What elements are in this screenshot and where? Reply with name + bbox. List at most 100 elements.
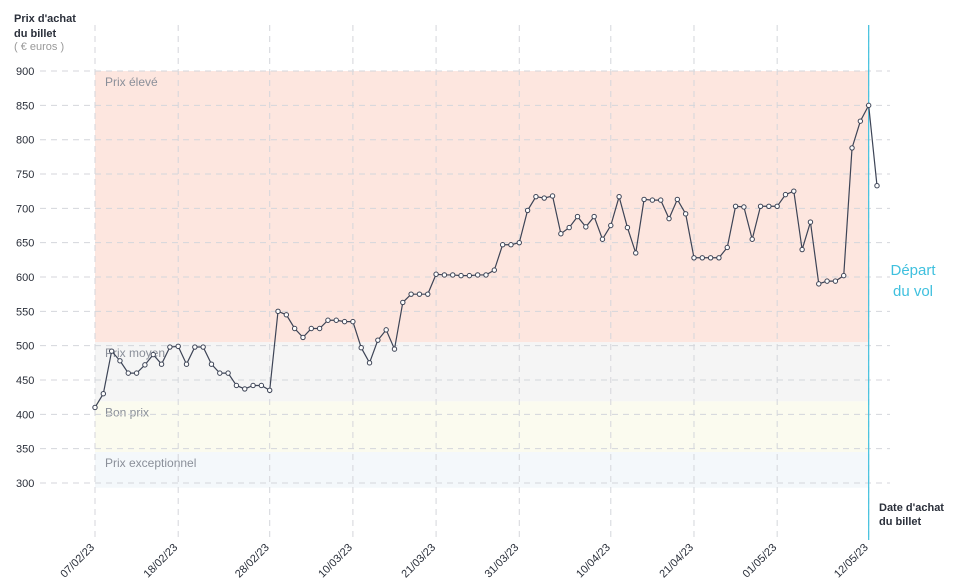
- y-tick-label: 500: [16, 341, 34, 353]
- x-tick-label: 18/02/23: [142, 542, 181, 581]
- y-tick-label: 750: [16, 169, 34, 181]
- point: [233, 382, 240, 389]
- point: [682, 211, 689, 217]
- x-tick-label: 10/04/23: [574, 542, 613, 581]
- zone-label: Prix moyen: [105, 346, 165, 360]
- departure-label: Départ: [890, 262, 936, 279]
- point: [832, 278, 839, 284]
- point: [524, 207, 531, 214]
- point: [533, 193, 539, 200]
- point: [558, 231, 564, 237]
- point: [474, 272, 481, 278]
- point: [416, 291, 423, 297]
- point: [175, 343, 181, 350]
- point: [724, 244, 730, 251]
- point: [375, 337, 381, 343]
- point: [358, 345, 364, 351]
- x-tick-label: 07/02/23: [58, 542, 97, 581]
- x-tick-label: 31/03/23: [483, 542, 522, 581]
- y-tick-label: 650: [16, 238, 34, 250]
- point: [666, 215, 672, 222]
- point: [483, 272, 489, 278]
- point: [757, 203, 764, 209]
- point: [624, 224, 631, 231]
- point: [658, 197, 664, 203]
- zone-label: Bon prix: [105, 405, 149, 419]
- point: [183, 361, 190, 367]
- point: [633, 250, 639, 256]
- point: [616, 193, 622, 200]
- point: [316, 325, 323, 332]
- point: [300, 334, 306, 341]
- point: [125, 370, 131, 376]
- point: [549, 193, 556, 199]
- point: [283, 312, 290, 318]
- point: [400, 299, 406, 306]
- y-tick-label: 600: [16, 272, 34, 284]
- point: [857, 118, 864, 124]
- point: [267, 387, 273, 393]
- y-tick-label: 800: [16, 135, 34, 147]
- point: [574, 213, 581, 220]
- point: [366, 360, 373, 366]
- x-tick-label: 01/05/23: [741, 542, 780, 581]
- point: [225, 370, 231, 376]
- point: [391, 346, 398, 352]
- departure-label: du vol: [893, 283, 933, 300]
- x-tick-label: 21/03/23: [399, 542, 438, 581]
- point: [458, 272, 464, 279]
- point: [433, 271, 439, 277]
- point: [108, 348, 115, 354]
- point: [608, 222, 614, 229]
- zone-label: Prix exceptionnel: [105, 456, 196, 470]
- point: [425, 291, 431, 297]
- point: [674, 196, 681, 203]
- point: [865, 102, 872, 109]
- point: [333, 317, 339, 323]
- zone-label: Prix élevé: [105, 75, 158, 89]
- point: [691, 255, 697, 261]
- point: [158, 361, 165, 367]
- point: [799, 246, 805, 253]
- y-tick-label: 300: [16, 478, 34, 490]
- point: [450, 272, 456, 278]
- x-title: Date d'achat: [879, 502, 944, 514]
- point: [599, 236, 606, 242]
- point: [275, 308, 281, 315]
- point: [782, 191, 789, 198]
- point: [350, 318, 356, 325]
- point: [791, 188, 797, 194]
- x-tick-label: 21/04/23: [657, 542, 696, 581]
- y-tick-label: 450: [16, 375, 34, 387]
- point: [208, 361, 215, 367]
- x-title: du billet: [879, 516, 922, 528]
- point: [242, 386, 248, 392]
- point: [258, 382, 265, 389]
- point: [491, 267, 498, 273]
- point: [250, 382, 256, 389]
- point: [291, 325, 298, 332]
- point: [749, 236, 755, 242]
- point: [741, 204, 747, 210]
- point: [133, 370, 140, 376]
- y-tick-label: 400: [16, 409, 34, 421]
- point: [466, 272, 473, 279]
- y-title: du billet: [14, 28, 57, 40]
- point: [566, 224, 572, 231]
- point: [117, 358, 123, 364]
- y-tick-label: 850: [16, 100, 34, 112]
- point: [408, 291, 414, 297]
- point: [441, 272, 448, 278]
- y-tick-label: 350: [16, 444, 34, 456]
- point: [849, 145, 855, 151]
- point: [732, 203, 739, 209]
- point: [541, 195, 547, 201]
- point: [824, 278, 830, 284]
- point: [699, 255, 705, 261]
- y-unit: ( € euros ): [14, 41, 64, 53]
- point: [150, 351, 156, 358]
- y-title: Prix d'achat: [14, 13, 76, 25]
- point: [499, 242, 506, 248]
- x-tick-label: 10/03/23: [316, 542, 355, 581]
- point: [707, 255, 714, 261]
